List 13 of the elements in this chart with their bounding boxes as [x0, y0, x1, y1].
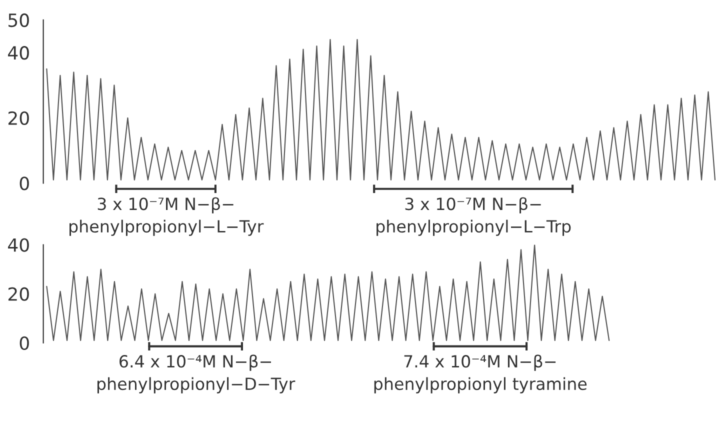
text: 7.4 x 10⁻⁴M N−β− phenylpropionyl tyramine [374, 354, 587, 394]
y-tick-label: 40 [8, 46, 29, 60]
y-tick-label: 40 [8, 238, 29, 252]
y-tick-label: 20 [8, 111, 29, 125]
line-series [46, 38, 716, 180]
text: 3 x 10⁻⁷M N−β− phenylpropionyl−L−Trp [376, 197, 571, 236]
text: 3 x 10⁻⁷M N−β− phenylpropionyl−L−Tyr [70, 197, 264, 236]
y-tick-label: 0 [20, 176, 29, 190]
line-series [46, 244, 610, 341]
y-tick-label: 50 [8, 13, 29, 28]
text: 6.4 x 10⁻⁴M N−β− phenylpropionyl−D−Tyr [97, 354, 296, 394]
y-tick-label: 20 [8, 287, 29, 301]
y-tick-label: 0 [20, 336, 29, 350]
